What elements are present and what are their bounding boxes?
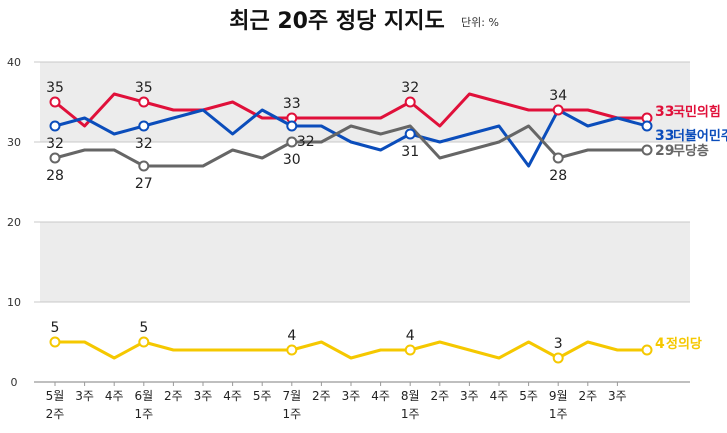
data-point bbox=[404, 128, 416, 140]
data-point bbox=[49, 336, 61, 348]
y-tick-label: 30 bbox=[7, 136, 21, 149]
x-tick-label: 4주 bbox=[105, 389, 124, 403]
end-value-label: 33 bbox=[655, 128, 674, 144]
data-point bbox=[138, 96, 150, 108]
data-point bbox=[552, 104, 564, 116]
x-tick-label: 6월 bbox=[134, 389, 153, 403]
end-series-name: 정의당 bbox=[666, 336, 702, 352]
data-label: 33 bbox=[283, 96, 301, 112]
data-label: 35 bbox=[46, 80, 64, 96]
data-label: 30 bbox=[283, 152, 301, 168]
data-point bbox=[49, 120, 61, 132]
series-line-3 bbox=[55, 340, 647, 360]
series-line-0 bbox=[54, 92, 647, 128]
data-point bbox=[138, 120, 150, 132]
data-point bbox=[138, 336, 150, 348]
x-tick-label: 3주 bbox=[460, 389, 479, 403]
x-tick-label: 3주 bbox=[75, 389, 94, 403]
x-tick-label: 5주 bbox=[519, 389, 538, 403]
x-tick-label: 2주 bbox=[578, 389, 597, 403]
data-label: 31 bbox=[401, 144, 419, 160]
shaded-band-layer bbox=[40, 62, 690, 302]
y-tick-label: 0 bbox=[11, 376, 18, 389]
x-tick-label: 4주 bbox=[223, 389, 242, 403]
data-point bbox=[286, 344, 298, 356]
x-tick-label: 5주 bbox=[253, 389, 272, 403]
data-label: 28 bbox=[46, 168, 64, 184]
y-tick-label: 40 bbox=[7, 56, 21, 69]
data-point bbox=[641, 144, 653, 156]
end-value-label: 4 bbox=[655, 336, 665, 352]
end-value-label: 33 bbox=[655, 104, 674, 120]
data-label: 5 bbox=[139, 320, 148, 336]
data-label: 32 bbox=[297, 134, 315, 150]
series-point-layer bbox=[49, 96, 653, 364]
axis-layer: 0 10 20 30 40 5월 2주 3주 4주 6월 1주 2주 3주 4주 5주 7월 1주 2주 3주 4주 8… bbox=[7, 56, 690, 421]
y-tick-label: 20 bbox=[7, 216, 21, 229]
x-tick-label: 9월 bbox=[549, 389, 568, 403]
y-tick-label: 10 bbox=[7, 296, 21, 309]
data-label: 4 bbox=[287, 328, 296, 344]
data-label: 35 bbox=[135, 80, 153, 96]
x-tick-label: 1주 bbox=[134, 407, 153, 421]
x-tick-label: 3주 bbox=[608, 389, 627, 403]
x-tick-label: 3주 bbox=[342, 389, 361, 403]
x-tick-label: 1주 bbox=[401, 407, 420, 421]
end-value-label: 29 bbox=[655, 143, 674, 159]
x-tick-label: 5월 bbox=[46, 389, 65, 403]
series-line-layer bbox=[54, 92, 648, 360]
x-tick-label: 1주 bbox=[282, 407, 301, 421]
data-point bbox=[286, 136, 298, 148]
data-point bbox=[138, 160, 150, 172]
series-line-1 bbox=[54, 108, 648, 168]
x-tick-label: 2주 bbox=[46, 407, 65, 421]
data-label-layer: 35 35 33 32 34 32 32 32 31 28 27 30 28 5 5 4 4 3 bbox=[46, 80, 567, 352]
end-series-name: 더불어민주당 bbox=[673, 128, 727, 144]
data-point bbox=[404, 344, 416, 356]
x-tick-label: 8월 bbox=[401, 389, 420, 403]
x-tick-label: 2주 bbox=[164, 389, 183, 403]
end-series-name: 국민의힘 bbox=[673, 104, 721, 120]
data-label: 32 bbox=[401, 80, 419, 96]
data-label: 32 bbox=[46, 136, 64, 152]
x-tick-label: 7월 bbox=[282, 389, 301, 403]
data-label: 28 bbox=[549, 168, 567, 184]
data-point bbox=[552, 352, 564, 364]
band-10-20 bbox=[40, 222, 690, 302]
unit-label: 단위: % bbox=[461, 16, 499, 29]
data-point bbox=[49, 152, 61, 164]
x-tick-label: 2주 bbox=[312, 389, 331, 403]
data-label: 34 bbox=[549, 88, 567, 104]
x-tick-label: 4주 bbox=[490, 389, 509, 403]
data-point bbox=[404, 96, 416, 108]
data-label: 5 bbox=[51, 320, 60, 336]
series-line-2 bbox=[54, 124, 647, 168]
data-point bbox=[552, 152, 564, 164]
data-point bbox=[641, 120, 653, 132]
chart-title: 최근 20주 정당 지지도 bbox=[229, 9, 445, 34]
data-point bbox=[49, 96, 61, 108]
x-tick-label: 4주 bbox=[371, 389, 390, 403]
x-tick-label: 2주 bbox=[430, 389, 449, 403]
data-point bbox=[641, 344, 653, 356]
data-point bbox=[286, 120, 298, 132]
end-series-name: 무당층 bbox=[673, 143, 709, 159]
x-tick-label: 3주 bbox=[194, 389, 213, 403]
data-label: 3 bbox=[554, 336, 563, 352]
data-label: 32 bbox=[135, 136, 153, 152]
data-label: 27 bbox=[135, 176, 153, 192]
end-label-layer: 33국민의힘33더불어민주당29무당층4정의당 bbox=[655, 104, 727, 352]
data-label: 4 bbox=[406, 328, 415, 344]
x-tick-label: 1주 bbox=[549, 407, 568, 421]
